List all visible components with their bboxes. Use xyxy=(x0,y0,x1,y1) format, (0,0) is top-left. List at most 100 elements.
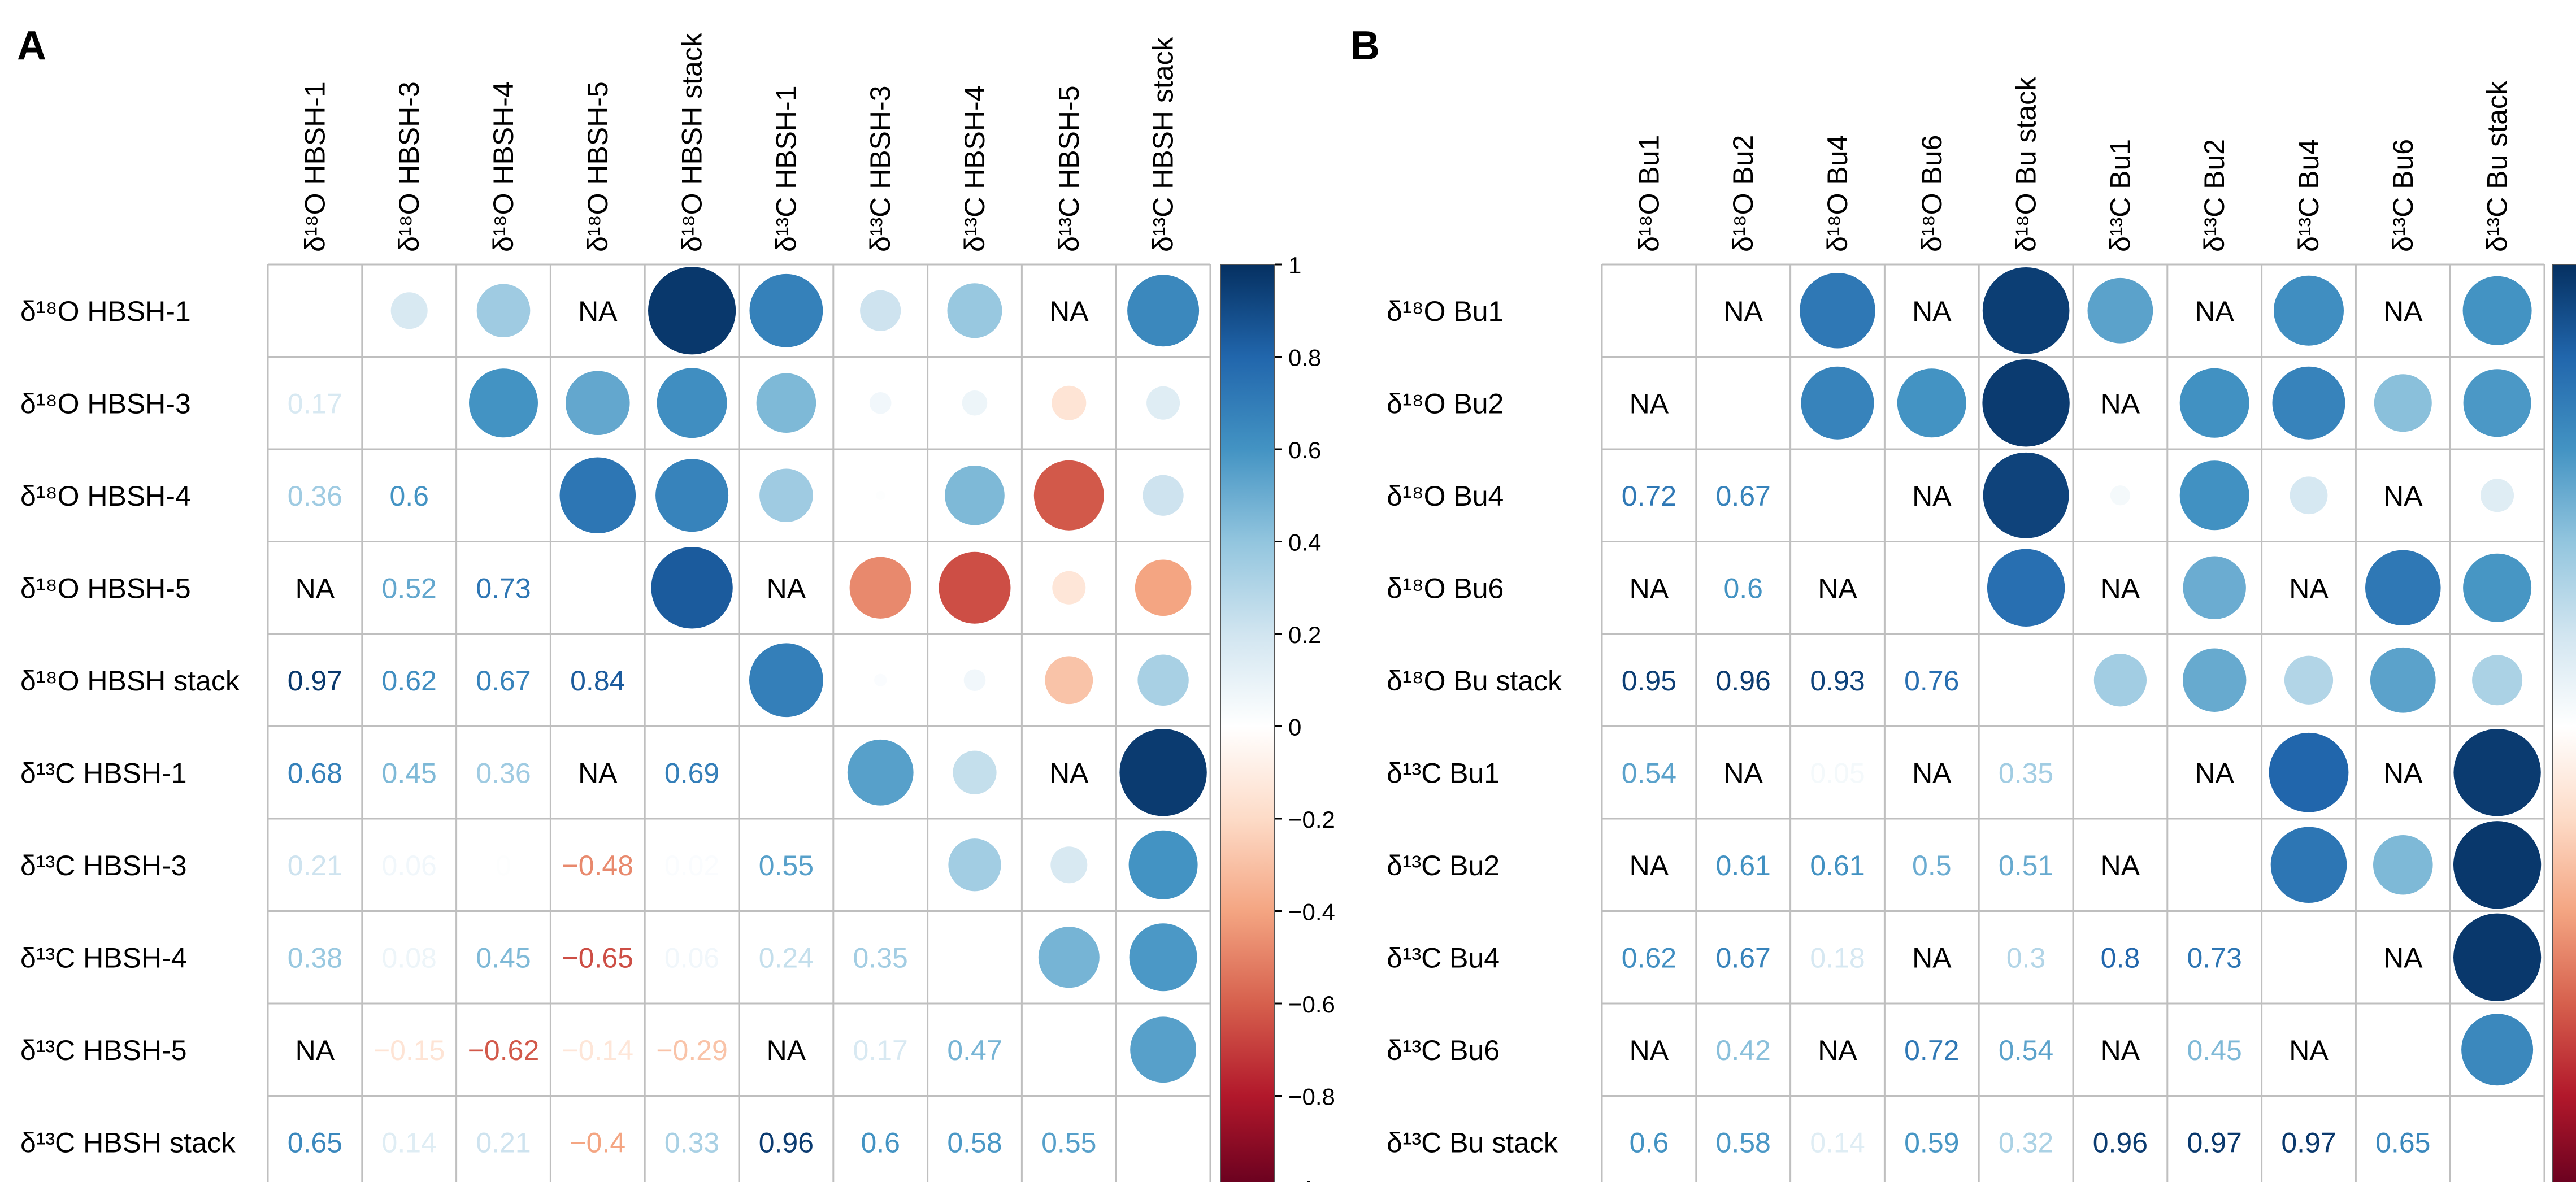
row-label: δ¹⁸O Bu6 xyxy=(1387,572,1504,604)
correlation-value: 0.6 xyxy=(861,1127,900,1158)
correlation-value: −0.65 xyxy=(562,942,634,974)
na-label: NA xyxy=(2195,296,2234,327)
row-label: δ¹³C Bu stack xyxy=(1387,1127,1558,1158)
column-label: δ¹⁸O HBSH-3 xyxy=(393,81,425,252)
correlation-value: 0.08 xyxy=(382,942,437,974)
correlation-circle xyxy=(2472,655,2523,706)
panel-label-a: A xyxy=(17,23,46,68)
panel-b: B NA NA NA NA NA NA 0.72 0.67 NA NA NA 0.6 NA NA NA 0.9… xyxy=(1350,23,2576,1182)
correlation-circle xyxy=(1135,559,1192,616)
row-label: δ¹⁸O HBSH stack xyxy=(20,665,240,697)
correlation-value: −0.29 xyxy=(656,1035,728,1066)
correlation-circle xyxy=(1128,830,1198,899)
correlation-circle xyxy=(2269,732,2349,812)
correlation-circle xyxy=(876,490,885,500)
correlation-value: 0.67 xyxy=(1716,480,1771,512)
correlation-value: 0.17 xyxy=(288,388,342,419)
column-label: δ¹⁸O Bu4 xyxy=(1822,135,1853,252)
correlation-value: 0.6 xyxy=(1630,1127,1669,1158)
correlation-value: 0.73 xyxy=(2187,942,2242,974)
column-label: δ¹⁸O Bu1 xyxy=(1633,135,1665,252)
correlation-value: 0.65 xyxy=(2375,1127,2430,1158)
correlation-value: −0.14 xyxy=(562,1035,634,1066)
correlation-circle xyxy=(648,267,736,355)
correlation-circle xyxy=(2093,654,2147,707)
row-label: δ¹³C HBSH-1 xyxy=(20,757,187,789)
colorbar-tick-label: 0.4 xyxy=(1288,529,1321,556)
column-label: δ¹⁸O HBSH-4 xyxy=(488,81,519,252)
correlation-circle xyxy=(849,557,911,619)
colorbar-tick-label: 1 xyxy=(1288,252,1301,279)
correlation-circle xyxy=(2370,647,2436,713)
correlation-circle xyxy=(1982,359,2070,447)
correlation-circle xyxy=(559,457,636,534)
correlation-circle xyxy=(2179,460,2249,531)
correlation-circle xyxy=(1897,368,1966,438)
panel-b-column-labels: δ¹⁸O Bu1 δ¹⁸O Bu2 δ¹⁸O Bu4 δ¹⁸O Bu6 δ¹⁸O Bu … xyxy=(1633,76,2513,252)
colorbar-tick-label: 0.8 xyxy=(1288,345,1321,371)
column-label: δ¹⁸O HBSH-1 xyxy=(299,81,331,252)
correlation-value: 0.6 xyxy=(389,480,429,512)
column-label: δ¹³C Bu6 xyxy=(2387,139,2419,252)
column-label: δ¹⁸O Bu6 xyxy=(1916,135,1948,252)
panel-a-grid xyxy=(267,263,1211,1182)
correlation-value: 0.21 xyxy=(288,850,342,881)
correlation-circle xyxy=(2110,485,2130,506)
na-label: NA xyxy=(2195,757,2234,789)
correlation-circle xyxy=(1983,452,2069,538)
correlation-circle xyxy=(2183,648,2247,712)
correlation-circle xyxy=(869,392,892,414)
na-label: NA xyxy=(578,757,618,789)
panel-a: A NA NA 0.17 0.36 0.6 NA 0.52 0.73 NA 0.97 0.62 0.6… xyxy=(17,23,1335,1182)
na-label: NA xyxy=(296,1035,335,1066)
panel-b-row-labels: δ¹⁸O Bu1 δ¹⁸O Bu2 δ¹⁸O Bu4 δ¹⁸O Bu6 δ¹⁸O Bu … xyxy=(1387,296,1562,1159)
column-label: δ¹³C HBSH-1 xyxy=(770,85,802,252)
row-label: δ¹⁸O HBSH-1 xyxy=(20,296,191,327)
correlation-value: 0.95 xyxy=(1622,665,1676,697)
column-label: δ¹³C Bu2 xyxy=(2199,139,2230,252)
na-label: NA xyxy=(1912,757,1952,789)
correlation-circle xyxy=(1050,846,1088,884)
correlation-circle xyxy=(1038,927,1100,988)
correlation-circle xyxy=(566,371,630,436)
correlation-value: 0.32 xyxy=(1999,1127,2053,1158)
colorbar-tick-label: 0 xyxy=(1288,714,1301,741)
na-label: NA xyxy=(2289,1035,2329,1066)
correlation-value: 0.69 xyxy=(664,757,719,789)
correlation-value: 0.97 xyxy=(2281,1127,2336,1158)
correlation-value: 0.45 xyxy=(2187,1035,2242,1066)
correlation-value: 0.68 xyxy=(288,757,342,789)
correlation-circle xyxy=(1130,1016,1196,1083)
correlation-circle xyxy=(847,739,914,806)
correlation-circle xyxy=(2272,366,2345,440)
column-label: δ¹³C HBSH-3 xyxy=(865,85,896,252)
correlation-value: 0.47 xyxy=(947,1035,1002,1066)
correlation-circle xyxy=(469,368,538,438)
correlation-value: 0.18 xyxy=(1810,942,1865,974)
colorbar-tick-label: −1 xyxy=(1288,1176,1315,1182)
column-label: δ¹⁸O HBSH-5 xyxy=(582,81,614,252)
colorbar-tick-label: 0.6 xyxy=(1288,437,1321,463)
correlation-circle xyxy=(749,273,823,347)
correlation-value: 0.14 xyxy=(1810,1127,1865,1158)
column-label: δ¹³C Bu stack xyxy=(2482,80,2513,252)
correlation-circle xyxy=(2274,275,2344,346)
correlation-value: 0.58 xyxy=(947,1127,1002,1158)
column-label: δ¹⁸O Bu2 xyxy=(1727,135,1759,252)
na-label: NA xyxy=(767,1035,806,1066)
correlation-circle xyxy=(1119,729,1207,816)
na-label: NA xyxy=(1818,572,1857,604)
correlation-circle xyxy=(2087,277,2153,344)
na-label: NA xyxy=(1630,850,1669,881)
correlation-value: 0.14 xyxy=(382,1127,437,1158)
correlation-value: 0.76 xyxy=(1904,665,1959,697)
row-label: δ¹³C HBSH-5 xyxy=(20,1035,187,1066)
correlation-circle xyxy=(1143,475,1184,516)
correlation-value: 0.67 xyxy=(476,665,531,697)
correlation-value: 0.73 xyxy=(476,572,531,604)
na-label: NA xyxy=(296,572,335,604)
correlation-value: 0.38 xyxy=(288,942,342,974)
correlation-circle xyxy=(1137,654,1189,706)
correlation-circle xyxy=(874,673,887,686)
